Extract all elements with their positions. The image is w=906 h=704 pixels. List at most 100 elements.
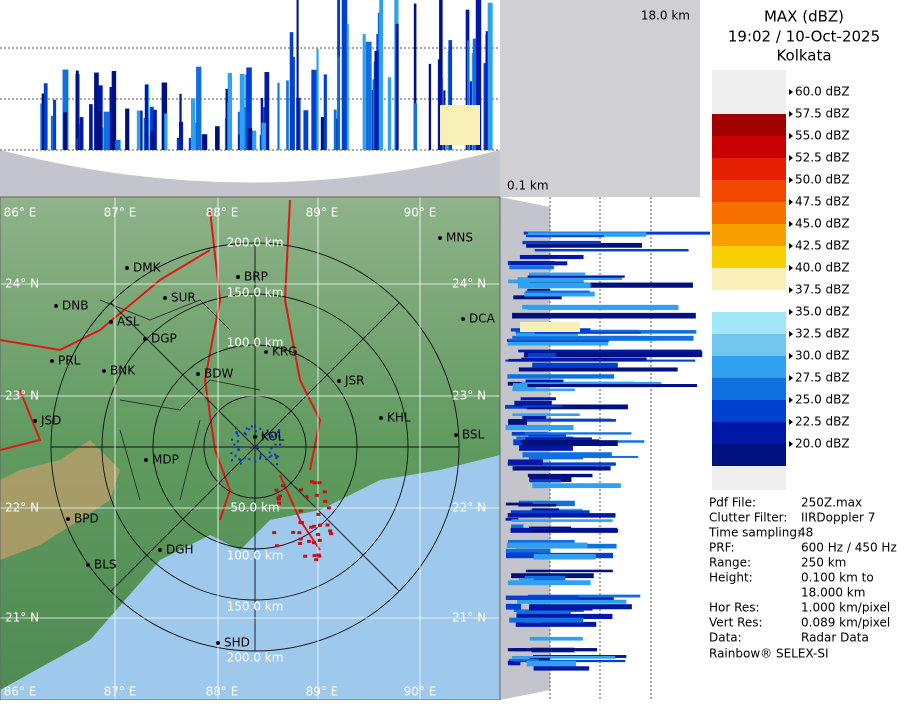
echo-row [507, 648, 598, 652]
echo-pixel [277, 501, 282, 505]
echo-row [511, 524, 524, 529]
echo-column [440, 105, 480, 145]
legend-arrow [789, 331, 793, 337]
echo-pixel [274, 434, 277, 437]
echo-row [525, 569, 613, 573]
legend-arrow [789, 353, 793, 359]
echo-pixel [274, 488, 279, 492]
echo-pixel [250, 446, 253, 449]
map-label: 21° N [452, 611, 486, 625]
echo-pixel [256, 446, 259, 449]
city-label: BNK [110, 364, 136, 378]
map-label: 89° E [306, 685, 339, 699]
echo-pixel [259, 453, 262, 456]
echo-pixel [317, 481, 322, 485]
city-dot [264, 350, 268, 354]
echoes [230, 425, 334, 562]
map-label: 22° N [452, 501, 486, 515]
legend-label: 30.0 dBZ [795, 349, 850, 363]
legend-arrow [789, 441, 793, 447]
legend-arrow [789, 221, 793, 227]
info-value: IIRDoppler 7 [801, 511, 875, 525]
echo-row [507, 660, 521, 666]
legend-arrow [789, 265, 793, 271]
legend-swatch [712, 268, 786, 290]
echo-row [528, 353, 556, 358]
legend-label: 60.0 dBZ [795, 85, 850, 99]
echo-row [520, 322, 580, 332]
echo-pixel [270, 454, 273, 457]
map-label: 23° N [5, 389, 39, 403]
echo-row [527, 305, 679, 310]
echo-row [512, 413, 580, 417]
echo-pixel [297, 531, 302, 535]
echo-row [510, 510, 590, 516]
echo-row [505, 517, 519, 521]
map-label: 90° E [404, 685, 437, 699]
echo-row [522, 405, 563, 408]
legend-arrow [789, 309, 793, 315]
credit: Rainbow® SELEX-SI [709, 647, 829, 661]
city-dot [158, 548, 162, 552]
legend-arrow [789, 419, 793, 425]
legend-label: 25.0 dBZ [795, 393, 850, 407]
echo-pixel [248, 458, 251, 461]
echo-row [524, 575, 566, 582]
echo-column [191, 98, 196, 150]
city-label: DMK [133, 261, 162, 275]
echo-column [413, 3, 417, 150]
echo-pixel [262, 433, 265, 436]
legend-label: 52.5 dBZ [795, 151, 850, 165]
echo-pixel [259, 457, 262, 460]
echo-column [246, 67, 252, 150]
city-label: JSD [40, 414, 61, 428]
echo-pixel [245, 427, 248, 430]
echo-pixel [277, 431, 280, 434]
echo-row [524, 432, 632, 435]
title: MAX (dBZ) [764, 8, 844, 26]
info-value: 0.089 km/pixel [801, 616, 890, 630]
echo-column [89, 104, 93, 150]
echo-column [196, 66, 202, 150]
echo-pixel [230, 452, 233, 455]
city-label: DNB [62, 299, 88, 313]
city-dot [379, 416, 383, 420]
echo-row [524, 351, 703, 358]
echo-pixel [312, 524, 317, 528]
legend-swatch [712, 312, 786, 334]
legend-label: 40.0 dBZ [795, 261, 850, 275]
echo-pixel [266, 429, 269, 432]
info-value: Radar Data [801, 631, 869, 645]
echo-column [264, 72, 270, 150]
echo-pixel [234, 454, 237, 457]
info-value: 0.100 km to [801, 571, 874, 585]
spoke [110, 302, 400, 592]
echo-row [517, 277, 622, 281]
info-value: 250 km [801, 556, 846, 570]
echo-column [111, 70, 117, 150]
echo-column [475, 0, 482, 150]
echo-pixel [314, 493, 319, 497]
map-label: 21° N [5, 611, 39, 625]
city-dot [143, 337, 147, 341]
echo-pixel [272, 436, 275, 439]
legend-arrow [789, 111, 793, 117]
echo-pixel [276, 497, 281, 501]
echo-pixel [237, 434, 240, 437]
city-label: BPD [74, 512, 99, 526]
echo-column [337, 56, 340, 150]
echo-pixel [278, 429, 281, 432]
echo-row [509, 265, 554, 270]
echo-column [428, 63, 432, 151]
echo-row [533, 554, 596, 560]
city-label: DGP [151, 332, 177, 346]
echo-column [485, 31, 489, 151]
echo-pixel [244, 433, 247, 436]
echo-row [505, 502, 533, 506]
echo-pixel [275, 463, 278, 466]
legend-arrow [789, 177, 793, 183]
city-label: DGH [166, 543, 194, 557]
map-label: 87° E [104, 206, 137, 220]
map-label: 88° E [206, 685, 239, 699]
info-value: 48 [798, 526, 813, 540]
